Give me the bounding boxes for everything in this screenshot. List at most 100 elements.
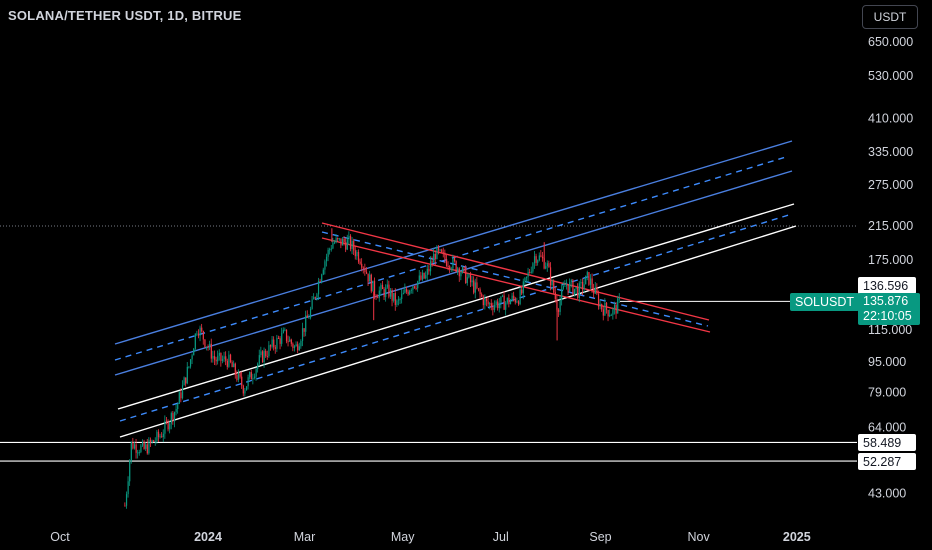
candle-body — [244, 390, 246, 394]
candle-body — [500, 296, 502, 304]
y-axis-tick-label: 175.000 — [868, 253, 913, 267]
candle-body — [533, 256, 536, 264]
candle-body — [266, 355, 268, 357]
candle-body — [543, 258, 545, 269]
candle-body — [129, 460, 131, 482]
candle-body — [610, 314, 612, 316]
candle-body — [125, 494, 128, 506]
candle-body — [185, 377, 187, 384]
candle-body — [516, 301, 518, 303]
candle-body — [557, 309, 560, 312]
candle-body — [268, 345, 270, 357]
candle-body — [341, 238, 344, 246]
candle-body — [386, 284, 388, 288]
candle-body — [546, 263, 548, 267]
y-axis-tick-label: 650.000 — [868, 35, 913, 49]
chart-title: SOLANA/TETHER USDT, 1D, BITRUE — [8, 8, 242, 23]
candle-body — [205, 346, 208, 348]
candle-body — [365, 271, 368, 274]
candle-body — [133, 444, 136, 449]
candle-body — [476, 282, 478, 289]
candle-body — [583, 284, 585, 290]
candle-body — [501, 295, 504, 297]
candle-body — [506, 297, 508, 303]
candle-body — [273, 339, 275, 348]
blue-channel-lower — [114, 170, 793, 376]
candle-body — [369, 274, 371, 282]
candle-body — [596, 287, 598, 294]
candle-body — [247, 377, 249, 387]
candle-body — [527, 272, 529, 277]
candle-body — [215, 359, 217, 362]
blue-channel-upper — [114, 140, 793, 345]
candle-body — [469, 274, 472, 283]
candle-body — [340, 238, 342, 246]
candle-body — [271, 339, 273, 347]
candle-body — [324, 261, 326, 270]
candle-body — [389, 289, 392, 297]
candle-body — [465, 267, 467, 284]
candle-body — [165, 420, 168, 422]
candle-body — [569, 282, 571, 292]
candle-body — [188, 366, 190, 368]
candle-body — [364, 267, 366, 272]
candle-body — [572, 280, 574, 295]
candle-body — [605, 302, 608, 311]
candle-body — [229, 354, 232, 363]
candle-body — [404, 289, 406, 293]
candle-body — [463, 267, 465, 269]
candle-body — [196, 333, 198, 335]
red-channel-lower — [321, 237, 711, 333]
candle-body — [178, 392, 180, 404]
candle-body — [493, 305, 496, 310]
candle-body — [423, 272, 425, 279]
candle-body — [521, 289, 523, 294]
x-axis-tick-label: Nov — [688, 530, 711, 544]
candle-body — [276, 337, 278, 349]
candle-body — [321, 274, 323, 282]
candle-body — [514, 298, 516, 303]
candle-body — [253, 376, 256, 378]
candle-body — [130, 441, 132, 461]
candle-body — [349, 235, 352, 249]
candle-body — [541, 256, 544, 259]
candle-body — [485, 298, 488, 302]
candle-body — [226, 360, 228, 367]
candle-body — [204, 339, 206, 347]
countdown-timer: 22:10:05 — [863, 309, 912, 323]
candle-body — [431, 261, 433, 263]
candle-body — [332, 242, 334, 249]
candle-body — [169, 423, 171, 430]
candle-body — [287, 341, 289, 343]
candle-body — [553, 280, 555, 293]
candle-body — [612, 308, 614, 315]
candle-body — [433, 253, 435, 263]
candle-body — [585, 275, 587, 285]
y-axis-tick-label: 64.000 — [868, 420, 906, 434]
candle-body — [172, 413, 174, 422]
candle-body — [124, 505, 126, 507]
candle-body — [428, 268, 430, 272]
candle-body — [492, 307, 494, 310]
currency-button[interactable]: USDT — [862, 5, 918, 29]
candle-body — [593, 288, 595, 294]
candle-body — [281, 333, 283, 344]
candle-body — [615, 304, 617, 314]
candle-body — [479, 289, 481, 295]
candle-body — [489, 303, 491, 305]
candle-body — [594, 287, 596, 294]
blue-channel-mid — [114, 156, 787, 361]
candle-body — [511, 295, 513, 301]
candle-body — [551, 280, 553, 286]
candle-body — [197, 333, 200, 336]
candle-body — [231, 362, 233, 368]
candle-body — [609, 314, 611, 317]
candle-body — [236, 374, 238, 380]
candle-body — [353, 240, 355, 251]
candle-body — [532, 263, 534, 272]
candle-body — [306, 315, 308, 318]
candle-body — [242, 385, 244, 394]
candle-body — [418, 275, 420, 282]
candle-body — [442, 252, 444, 254]
